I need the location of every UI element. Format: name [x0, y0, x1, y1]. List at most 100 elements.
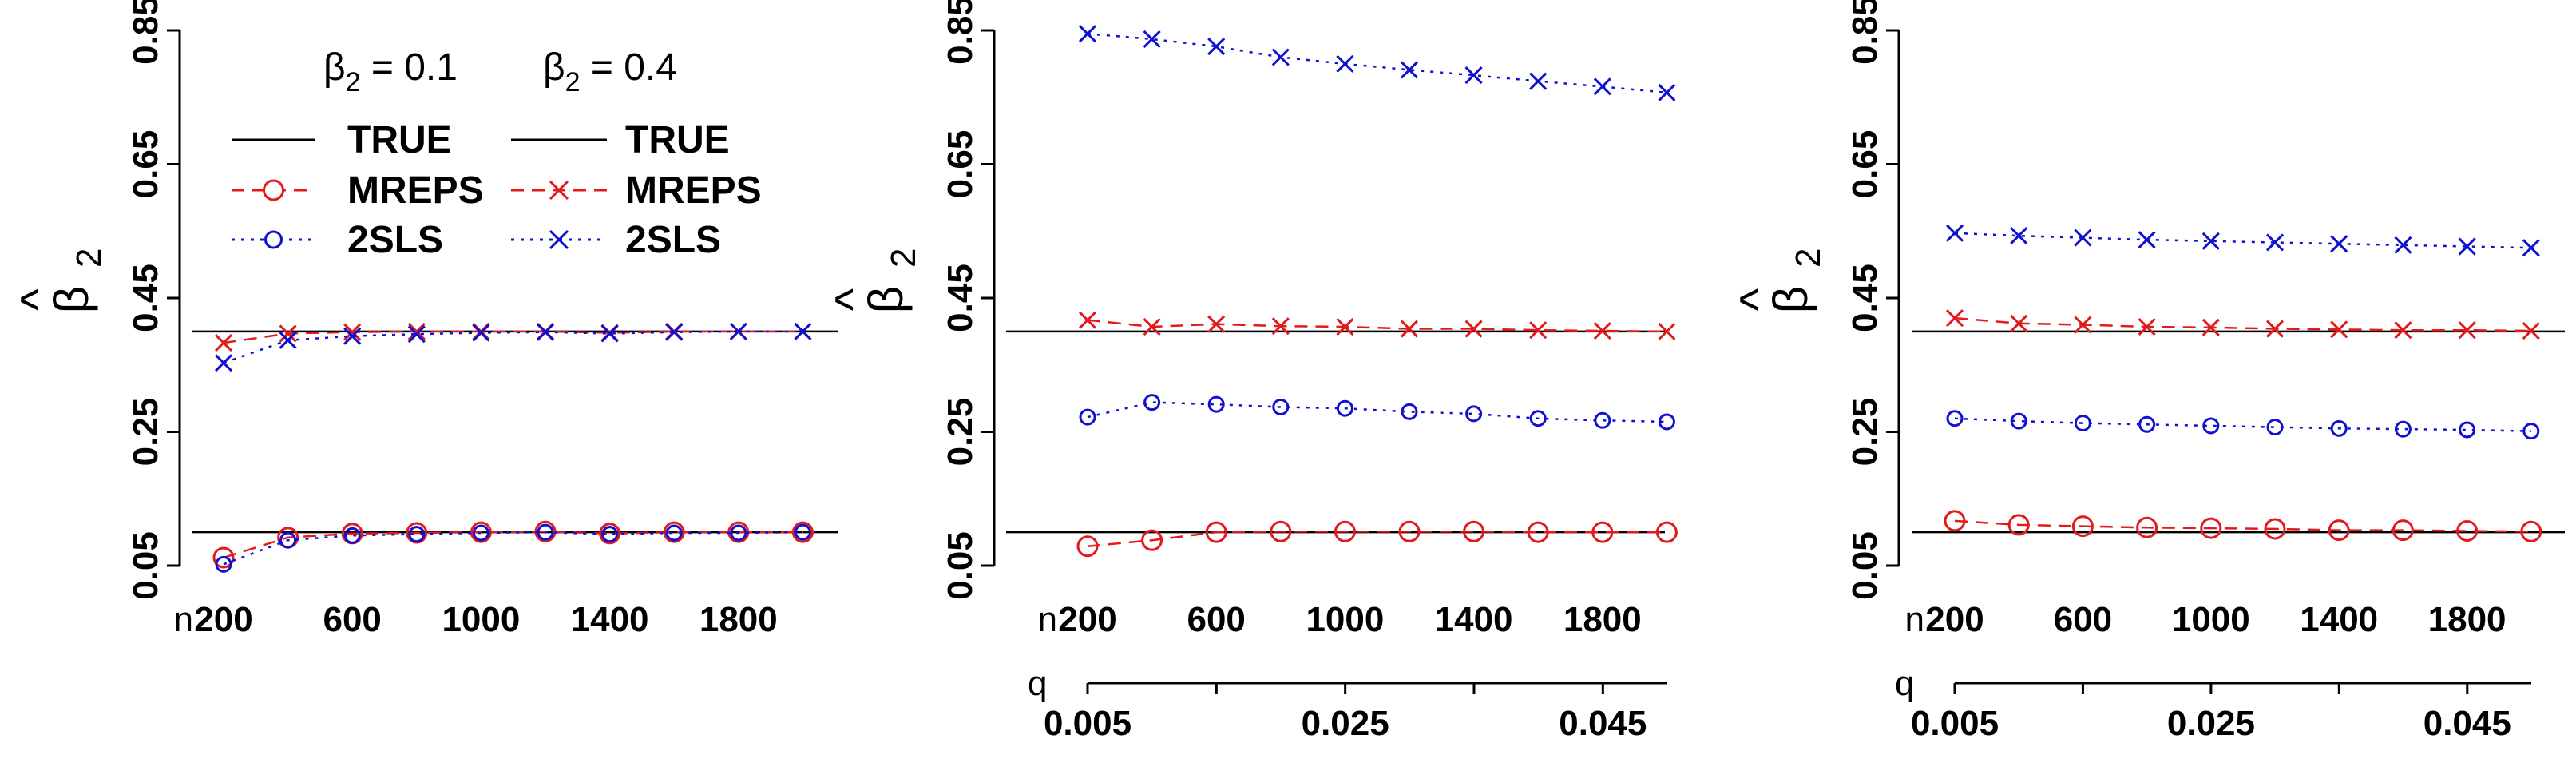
y-axis-title-subscript: 2 — [69, 248, 109, 268]
data-point-x — [2010, 227, 2028, 245]
y-tick-label: 0.25 — [1845, 398, 1884, 467]
data-point-x — [279, 331, 297, 349]
data-point-circle — [2392, 519, 2414, 542]
data-point-x — [343, 323, 362, 341]
y-tick-label: 0.05 — [941, 531, 980, 600]
y-axis-title-hat: ^ — [1730, 288, 1784, 311]
data-point-x — [1529, 321, 1548, 340]
data-point-x — [2265, 233, 2285, 252]
legend-x-marker — [549, 229, 569, 250]
data-point-circle — [663, 521, 685, 543]
y-axis-title-hat: ^ — [826, 288, 879, 311]
y-axis-title-hat: ^ — [11, 288, 65, 311]
data-point-x — [2138, 317, 2156, 336]
legend-label: 2SLS — [347, 219, 443, 261]
y-tick-label: 0.65 — [941, 130, 980, 199]
data-point-circle — [1529, 410, 1547, 427]
data-point-x — [214, 354, 233, 372]
data-point-circle — [1401, 403, 1418, 420]
data-point-circle — [2010, 412, 2027, 430]
data-point-circle — [1141, 529, 1163, 551]
data-point-circle — [1946, 410, 1964, 427]
data-point-x — [2522, 239, 2540, 257]
x-tick-label: 1000 — [1306, 600, 1384, 639]
x-tick-label: 600 — [1187, 600, 1245, 639]
data-point-x — [1336, 317, 1354, 336]
data-point-x — [729, 322, 747, 340]
y-tick-label: 0.45 — [1845, 264, 1884, 332]
y-axis-title-subscript: 2 — [1789, 248, 1828, 268]
data-point-circle — [1527, 521, 1549, 543]
legend-circle-marker — [264, 230, 283, 249]
y-tick-label: 0.85 — [941, 0, 980, 65]
data-point-circle — [1270, 520, 1292, 542]
data-point-x — [1078, 25, 1097, 43]
data-point-circle — [1143, 394, 1161, 411]
y-tick-label: 0.25 — [126, 398, 165, 467]
x-tick-label: 600 — [323, 600, 381, 639]
y-tick-label: 0.85 — [126, 0, 165, 65]
data-point-circle — [1207, 395, 1225, 413]
data-point-circle — [2266, 419, 2284, 436]
data-point-circle — [2071, 515, 2094, 538]
x-tick-label: 1400 — [1435, 600, 1513, 639]
q-axis-label: q — [1895, 664, 1914, 703]
x-axis-label-n: n — [174, 600, 193, 639]
data-point-x — [665, 323, 684, 341]
data-point-x — [1400, 320, 1419, 338]
data-point-x — [1593, 321, 1611, 340]
series-line — [1954, 519, 2531, 533]
data-point-x — [2265, 320, 2285, 338]
data-point-circle — [1594, 411, 1611, 429]
data-point-circle — [2007, 514, 2030, 536]
legend-header-subscript: 2 — [565, 67, 581, 97]
legend-header-symbol: β — [323, 46, 346, 89]
legend-label: TRUE — [625, 119, 730, 161]
series-line — [1087, 32, 1667, 94]
data-point-circle — [215, 555, 232, 573]
data-point-x — [2522, 321, 2540, 340]
data-point-x — [1945, 309, 1964, 328]
data-point-circle — [2138, 415, 2156, 433]
panel-middle: 0.05 0.25 0.45 0.65 0.85 β 2^ n 200 600 1000 1400 18… — [826, 0, 1678, 743]
series-line — [1087, 401, 1667, 423]
y-tick-label: 0.85 — [1845, 0, 1884, 65]
legend-header-symbol: β — [543, 46, 565, 89]
data-point-circle — [1658, 413, 1675, 431]
series-line — [223, 330, 803, 344]
x-tick-label: 1800 — [2428, 600, 2507, 639]
data-point-circle — [2328, 519, 2350, 542]
y-axis-title: β — [1764, 286, 1817, 314]
series-line — [1954, 316, 2531, 332]
data-point-circle — [791, 521, 814, 543]
data-point-circle — [2522, 423, 2540, 440]
q-tick-label: 0.025 — [1302, 704, 1389, 743]
data-point-x — [1143, 30, 1161, 48]
data-point-circle — [1076, 535, 1099, 558]
y-axis-title: β — [859, 286, 913, 314]
legend-header-value: = 0.1 — [361, 46, 458, 89]
data-point-x — [1143, 317, 1161, 336]
data-point-x — [1464, 66, 1483, 85]
data-point-circle — [2520, 520, 2542, 542]
q-tick-label: 0.005 — [1911, 704, 1999, 743]
x-tick-label: 600 — [2054, 600, 2112, 639]
data-point-circle — [2459, 421, 2476, 439]
data-point-circle — [2456, 519, 2479, 542]
data-point-x — [2010, 314, 2028, 332]
data-point-x — [1078, 311, 1097, 329]
data-point-x — [1464, 320, 1483, 338]
legend-header: β2 = 0.4 — [543, 46, 677, 97]
data-point-x — [472, 324, 490, 342]
legend-label: TRUE — [347, 119, 452, 161]
data-point-x — [279, 324, 297, 343]
q-tick-label: 0.045 — [2423, 704, 2511, 743]
data-point-x — [1658, 83, 1676, 101]
data-point-circle — [2136, 516, 2158, 538]
series-line — [1954, 232, 2531, 249]
y-tick-label: 0.65 — [1845, 130, 1884, 199]
data-point-circle — [1463, 520, 1485, 542]
x-tick-label: 1000 — [2172, 600, 2250, 639]
data-point-circle — [730, 524, 747, 542]
x-tick-label: 1400 — [571, 600, 649, 639]
